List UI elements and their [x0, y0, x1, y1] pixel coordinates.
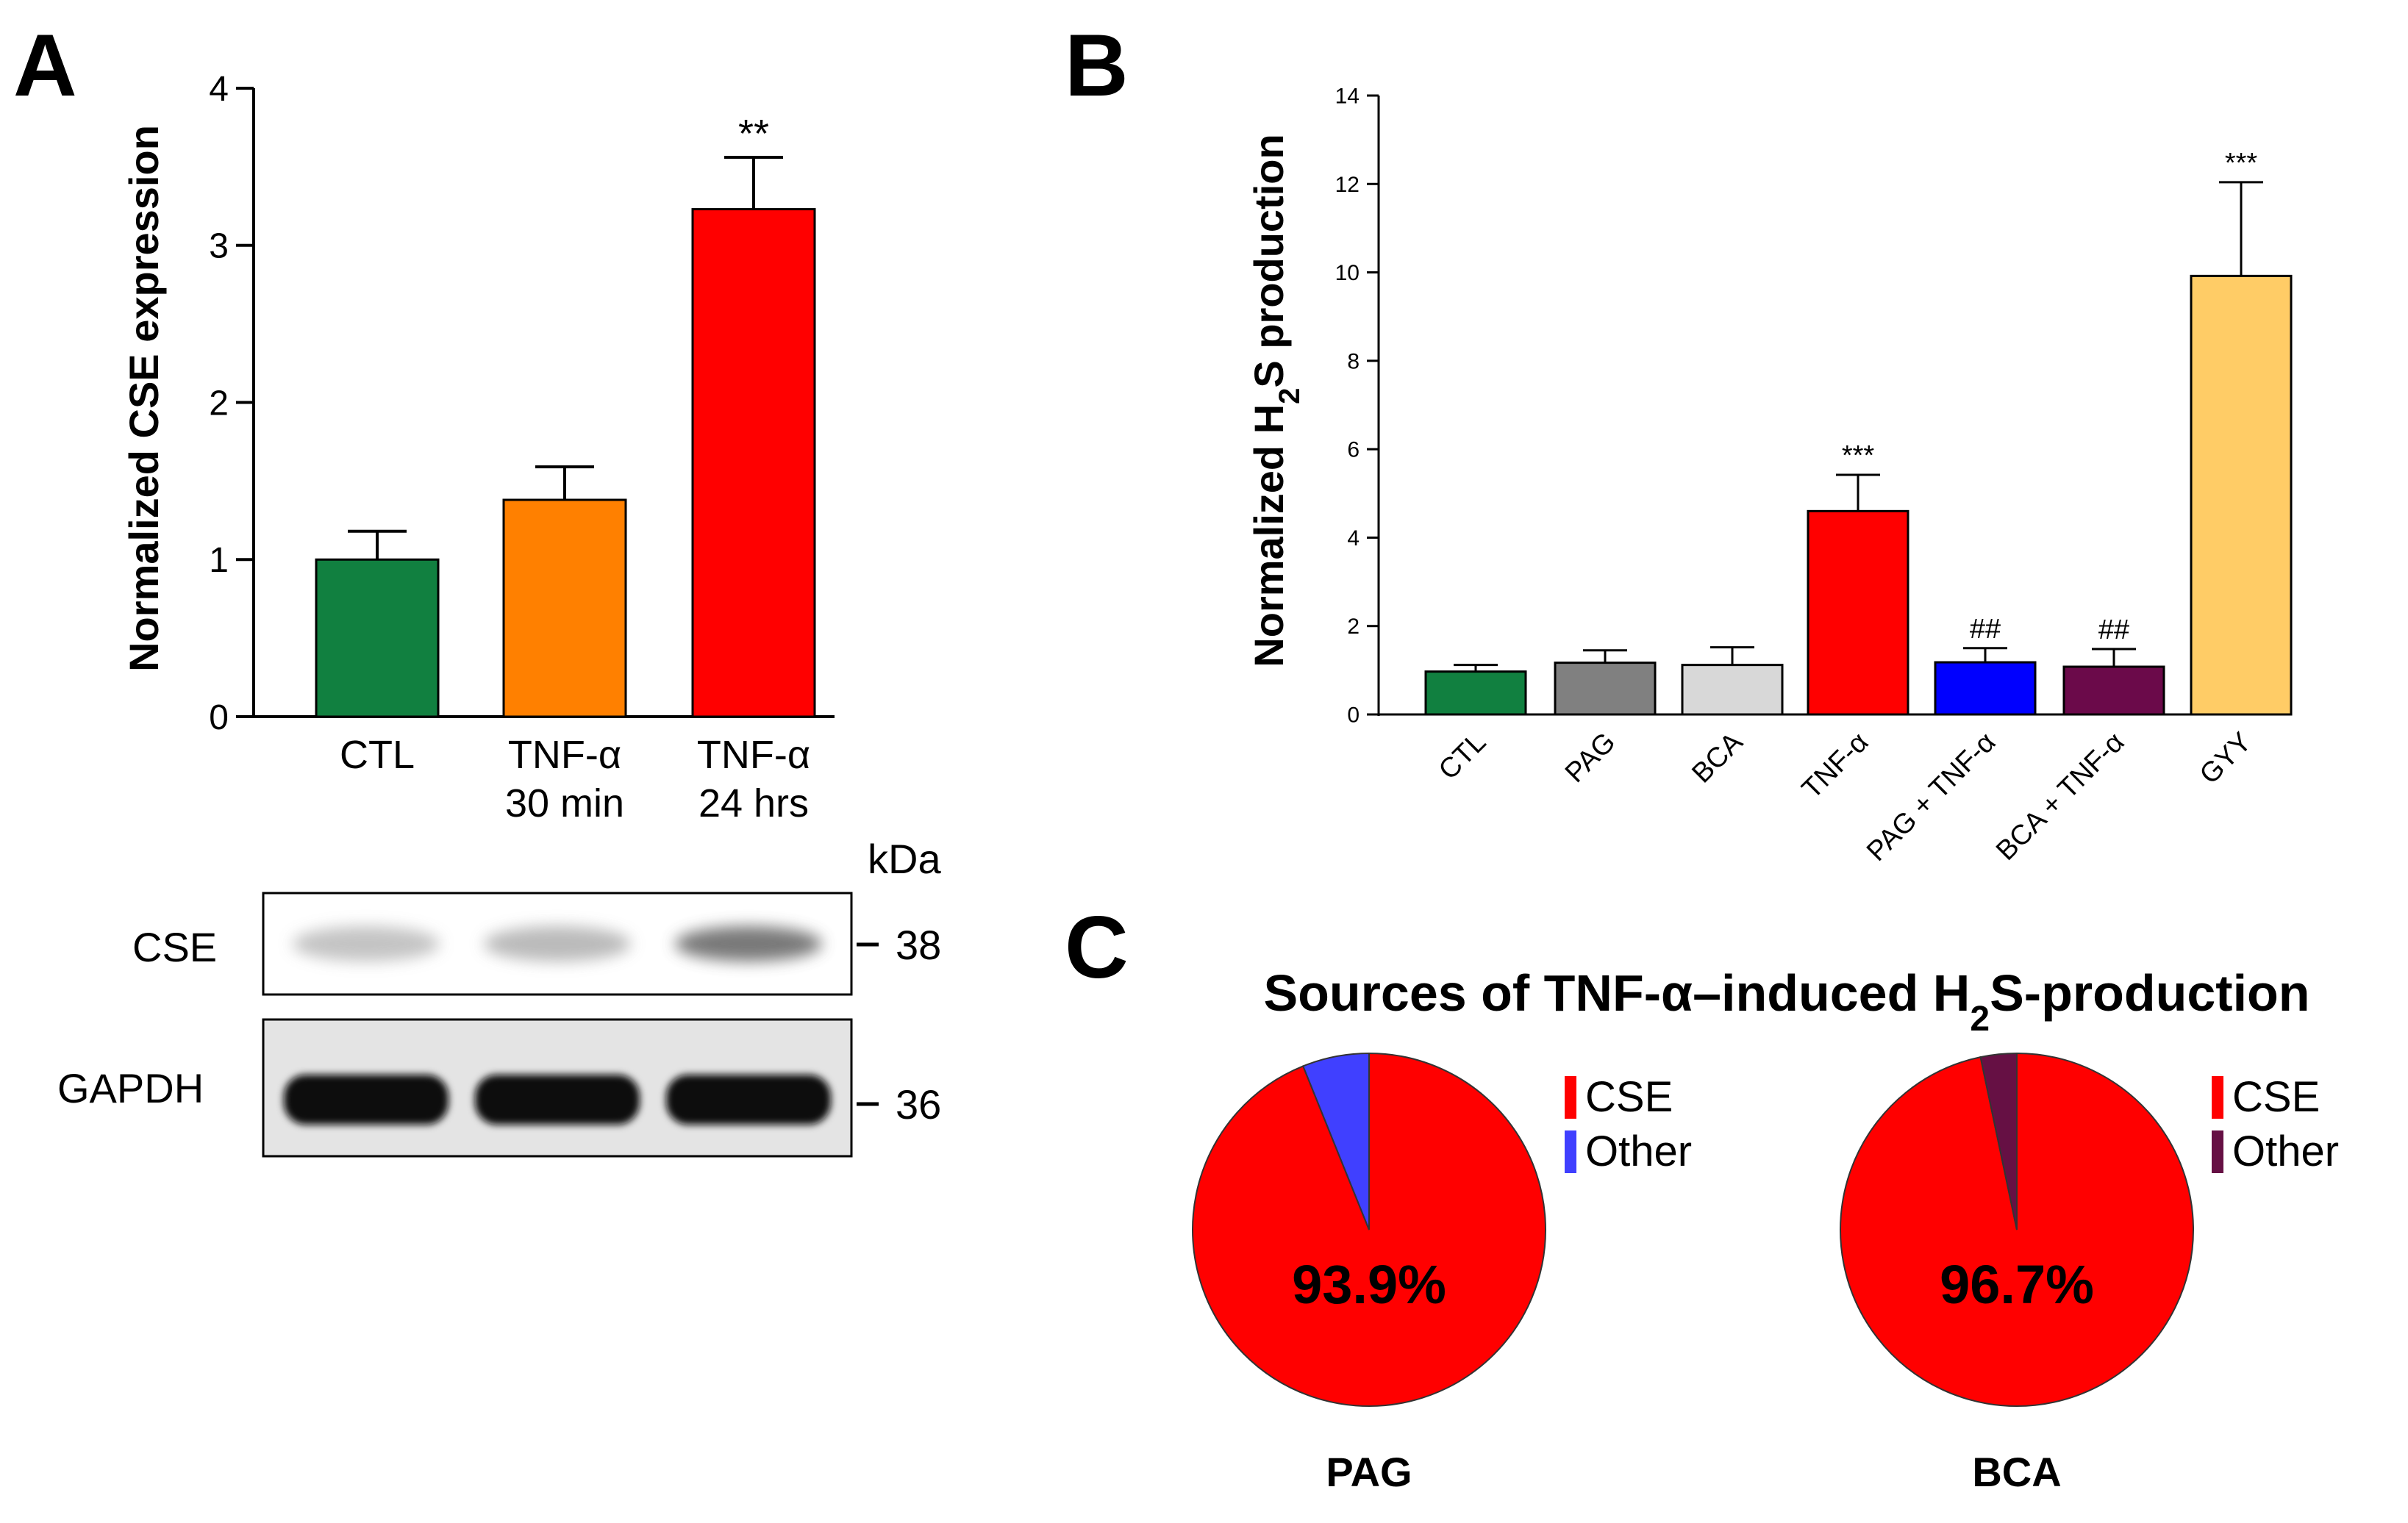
x-tick-label: BCA + TNF-α — [1990, 727, 2130, 867]
blot-band — [484, 926, 631, 961]
significance-label: ## — [2098, 614, 2129, 645]
panel-a-y-axis-title: Normalized CSE expression — [121, 125, 167, 672]
x-tick-label: BCA — [1686, 726, 1748, 789]
significance-label: ## — [1970, 614, 2001, 645]
y-tick-label: 10 — [1335, 261, 1360, 285]
pie-chart-bca: 96.7% CSE Other — [1840, 1052, 2339, 1407]
legend-swatch — [2212, 1130, 2223, 1173]
panel-b-y-axis-title: Normalized H2S production — [1246, 134, 1306, 667]
y-tick-label: 2 — [209, 384, 229, 423]
cse-bands — [293, 926, 822, 961]
pie-caption-bca: BCA — [1972, 1449, 2061, 1495]
legend-label: Other — [2232, 1128, 2339, 1175]
legend-label: CSE — [1585, 1073, 1673, 1121]
x-tick-label: CTL — [1433, 727, 1492, 786]
bar — [315, 558, 440, 718]
panel-c-letter: C — [1065, 898, 1129, 997]
pie-chart-pag: 93.9% CSE Other — [1191, 1052, 1692, 1407]
pie-slice-other — [1979, 1052, 2018, 1230]
y-tick-label: 0 — [209, 698, 229, 737]
pie-percentage-label: 96.7% — [1940, 1254, 2094, 1315]
x-tick-label: PAG + TNF-α — [1861, 727, 2001, 867]
legend-label: CSE — [2232, 1073, 2320, 1121]
bar — [502, 498, 627, 718]
x-tick-label: TNF-α — [1796, 727, 1874, 805]
panel-a-letter: A — [13, 16, 77, 115]
significance-label: ** — [738, 112, 769, 156]
pie-caption-pag: PAG — [1326, 1449, 1412, 1495]
y-tick-label: 4 — [209, 70, 229, 109]
blot-band — [475, 1075, 640, 1125]
blot-band — [675, 926, 822, 961]
western-blot: kDa CSE 38 GAPDH 36 — [57, 836, 941, 1158]
x-tick-label: TNF-α — [697, 733, 810, 777]
legend-swatch — [2212, 1076, 2223, 1119]
gapdh-bands — [284, 1075, 831, 1125]
blot-band — [284, 1075, 449, 1125]
y-tick-label: 8 — [1347, 349, 1360, 373]
kda-label: kDa — [868, 836, 941, 882]
y-tick-label: 12 — [1335, 173, 1360, 197]
cse-blot-label: CSE — [132, 924, 217, 970]
legend-swatch — [1565, 1076, 1576, 1119]
y-tick-label: 1 — [209, 541, 229, 580]
pie-percentage-label: 93.9% — [1292, 1254, 1446, 1315]
bar — [2190, 274, 2293, 716]
gapdh-blot-label: GAPDH — [57, 1065, 204, 1111]
y-tick-label: 3 — [209, 227, 229, 266]
x-tick-label: 30 min — [505, 781, 624, 825]
y-tick-label: 4 — [1347, 526, 1360, 551]
x-tick-label: TNF-α — [508, 733, 621, 777]
y-tick-label: 2 — [1347, 614, 1360, 639]
y-tick-label: 6 — [1347, 438, 1360, 462]
panel-b-letter: B — [1065, 16, 1129, 115]
x-tick-label: 24 hrs — [699, 781, 809, 825]
bar — [691, 208, 816, 718]
legend-swatch — [1565, 1130, 1576, 1173]
significance-label: *** — [1842, 440, 1875, 471]
bar — [1934, 661, 2037, 716]
marker-38-label: 38 — [896, 922, 941, 968]
bar — [1807, 509, 1909, 716]
x-tick-label: GYY — [2194, 727, 2257, 790]
legend-label: Other — [1585, 1128, 1692, 1175]
bar — [1424, 670, 1527, 716]
marker-36-label: 36 — [896, 1081, 941, 1128]
bar — [1554, 662, 1657, 716]
panel-c-title: Sources of TNF-α–induced H2S-production — [1263, 964, 2309, 1039]
y-tick-label: 0 — [1347, 703, 1360, 728]
blot-band — [293, 926, 440, 961]
significance-label: *** — [2225, 148, 2258, 179]
bar — [1681, 664, 1784, 716]
x-tick-label: PAG — [1560, 727, 1621, 789]
pie-slice-other — [1301, 1052, 1370, 1230]
y-tick-label: 14 — [1335, 85, 1360, 109]
x-tick-label: CTL — [340, 733, 415, 777]
bar — [2062, 665, 2165, 716]
blot-band — [666, 1075, 831, 1125]
